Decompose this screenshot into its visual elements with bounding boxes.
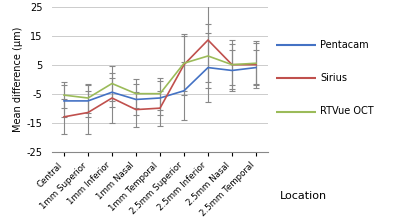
- Text: Sirius: Sirius: [320, 73, 347, 83]
- Y-axis label: Mean difference (μm): Mean difference (μm): [14, 27, 24, 132]
- Text: RTVue OCT: RTVue OCT: [320, 107, 374, 116]
- Text: Pentacam: Pentacam: [320, 40, 369, 50]
- Text: Location: Location: [280, 191, 327, 201]
